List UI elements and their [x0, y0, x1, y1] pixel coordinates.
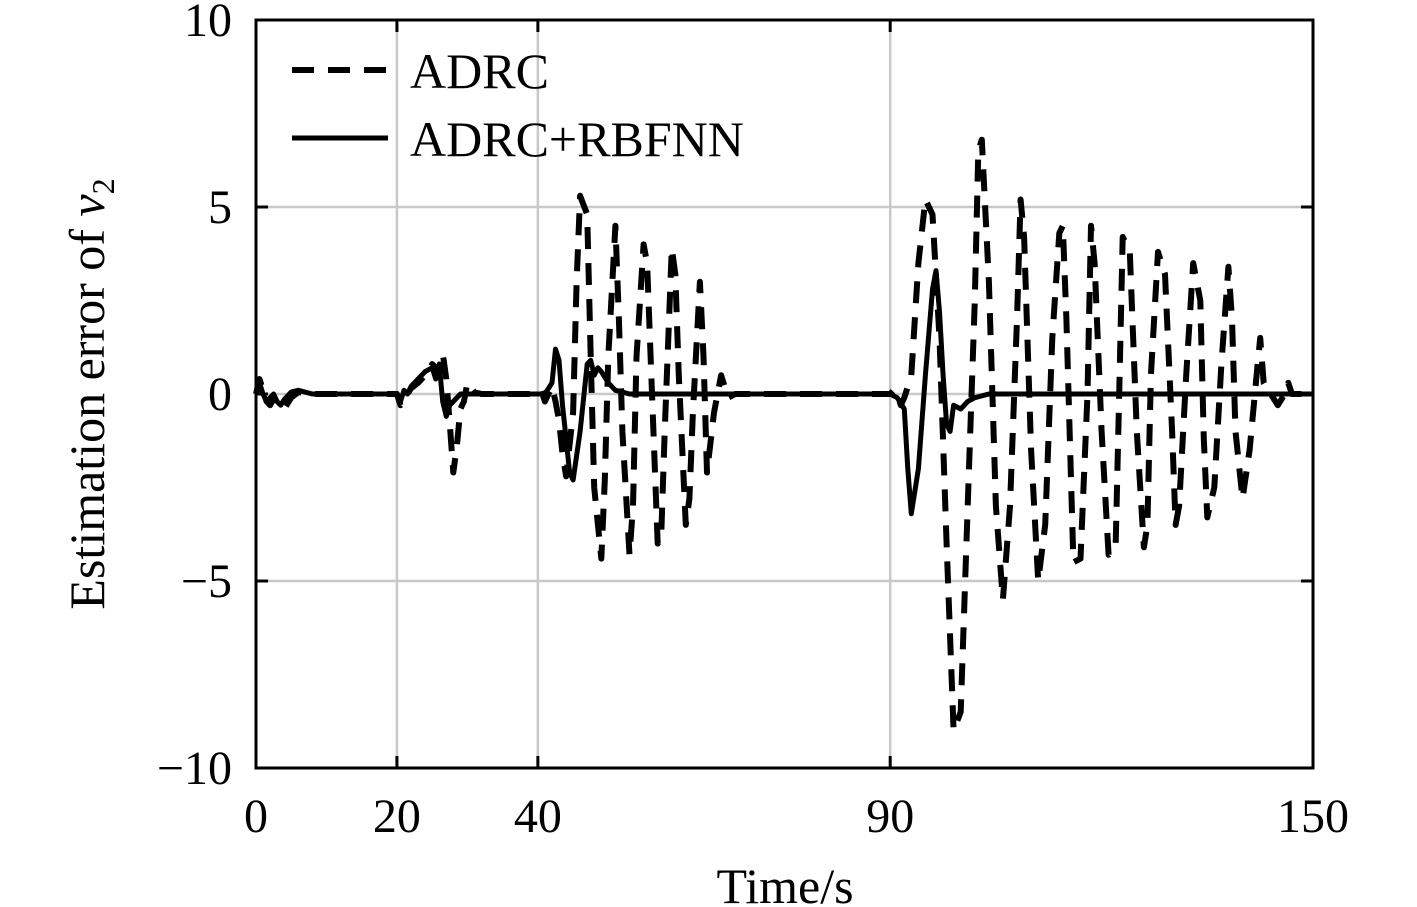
- series-line-adrc-rbfnn: [253, 268, 1313, 517]
- series-line-adrc: [253, 136, 1313, 734]
- axis-ticks: [254, 18, 1315, 770]
- y-axis-title-text: Estimation error of: [59, 217, 115, 610]
- legend-label-adrc: ADRC: [410, 43, 549, 99]
- series-layer: [253, 136, 1313, 734]
- y-tick-label: 5: [208, 181, 232, 234]
- y-axis-title-subscript: 2: [85, 178, 121, 194]
- y-tick-labels: −10 −5 0 5 10: [157, 0, 232, 795]
- x-tick-label: 90: [866, 790, 914, 843]
- legend-label-adrc-rbfnn: ADRC+RBFNN: [410, 111, 744, 167]
- y-tick-label: −10: [157, 742, 232, 795]
- y-tick-label: 0: [208, 368, 232, 421]
- x-tick-label: 0: [244, 790, 268, 843]
- x-tick-label: 150: [1277, 790, 1349, 843]
- legend: ADRC ADRC+RBFNN: [292, 43, 744, 167]
- y-tick-label: 10: [184, 0, 232, 47]
- x-tick-label: 20: [373, 790, 421, 843]
- y-tick-label: −5: [181, 555, 232, 608]
- x-tick-label: 40: [514, 790, 562, 843]
- x-axis-title: Time/s: [716, 858, 853, 907]
- x-tick-labels: 0 20 40 90 150: [244, 790, 1349, 843]
- y-axis-title: Estimation error of v2: [59, 178, 121, 609]
- y-axis-title-variable: v: [59, 194, 115, 217]
